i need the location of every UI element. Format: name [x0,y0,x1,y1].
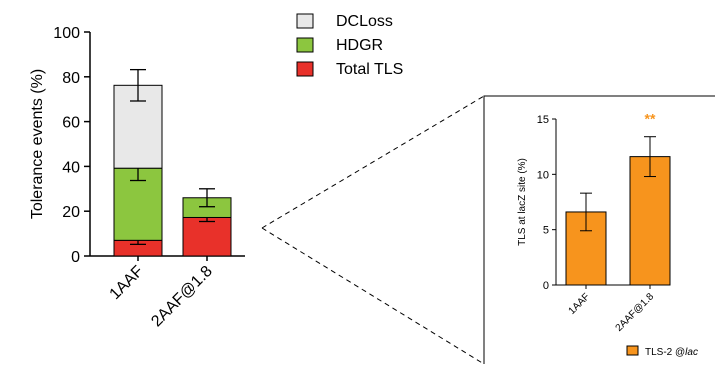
inset-bar [629,156,671,286]
inset-legend-label-main: TLS-2 @ [645,347,685,358]
inset-y-tick-label: 0 [543,280,549,292]
inset-y-tick-label: 10 [537,169,549,181]
legend-label: HDGR [336,37,383,54]
main-y-tick-label: 0 [71,249,80,266]
main-y-axis-label: Tolerance events (%) [29,69,46,219]
inset-legend-swatch [626,345,639,356]
legend-swatch [296,37,314,53]
legend-label: DCLoss [336,13,393,30]
main-y-tick-label: 100 [53,25,80,42]
main-y-tick-label: 60 [62,115,80,132]
legend-swatch [296,61,314,77]
inset-y-tick-label: 5 [543,225,549,237]
main-bar-segment [182,216,232,257]
inset-y-axis-label: TLS at lacZ site (%) [517,158,528,246]
legend-swatch [296,13,314,29]
main-chart: 0 20 40 60 80 100 Tolerance events (%) 1AAF 2AAF… [29,13,403,330]
zoom-connector-top [261,95,485,229]
main-y-tick-label: 80 [62,70,80,87]
zoom-connector-bottom [261,227,485,365]
inset-y-tick-label: 15 [537,114,549,126]
inset-legend-label: TLS-2 @lac [645,347,698,358]
inset-legend-label-italic: lac [685,347,698,358]
main-x-tick-label: 1AAF [107,263,147,303]
inset-significance-label: ** [645,111,656,127]
main-x-tick-label: 2AAF@1.8 [148,263,216,331]
main-y-tick-label: 40 [62,159,80,176]
main-y-tick-label: 20 [62,204,80,221]
legend-label: Total TLS [336,61,403,78]
